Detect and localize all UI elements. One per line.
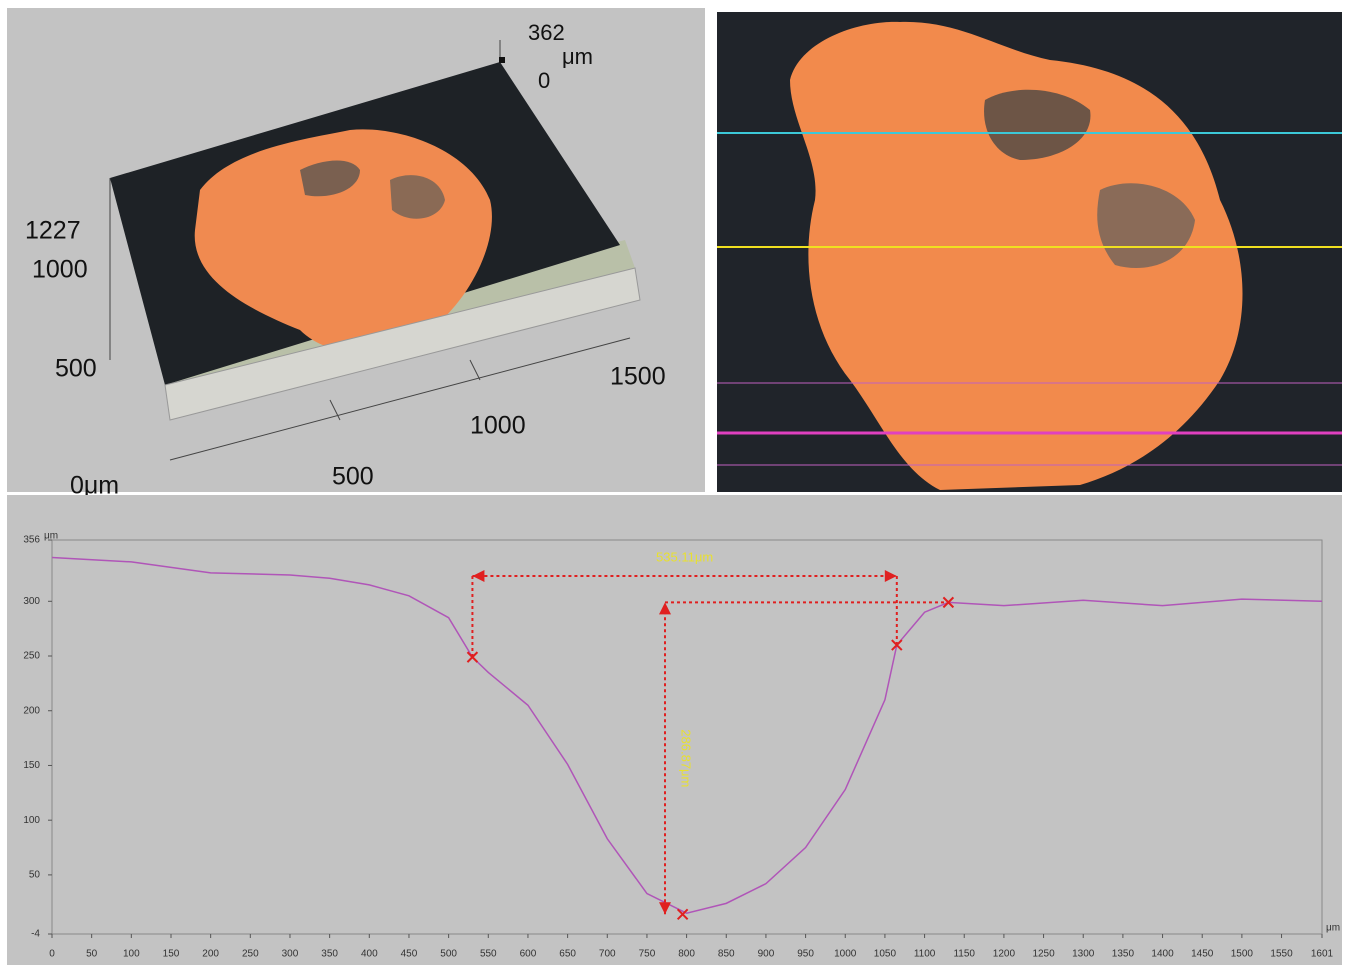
x-tick-label: 450 — [401, 949, 418, 960]
x-tick-label: 850 — [718, 949, 735, 960]
x-tick-label: 700 — [599, 949, 616, 960]
y-tick-label: 356 — [23, 535, 40, 546]
y-tick-label: 250 — [23, 651, 40, 662]
x-tick-label: 500 — [440, 949, 457, 960]
profile-panel — [7, 495, 1342, 965]
x-tick-label: 1100 — [914, 949, 936, 960]
x-tick-label: 1000 — [834, 949, 857, 960]
x-tick-label: 550 — [480, 949, 497, 960]
x-tick-label: 200 — [202, 949, 219, 960]
width-label: 535.11μm — [656, 549, 713, 564]
x-tick-label: 650 — [559, 949, 576, 960]
x-tick-label: 900 — [758, 949, 775, 960]
y-tick-label: 150 — [23, 760, 40, 771]
x-tick-label: 1550 — [1270, 949, 1293, 960]
x-label: 1000 — [470, 412, 526, 440]
x-label: 500 — [332, 463, 374, 491]
y-unit: μm — [44, 531, 58, 542]
x-tick-label: 50 — [86, 949, 98, 960]
x-tick-label: 1350 — [1112, 949, 1135, 960]
z-min: 0 — [538, 68, 550, 93]
x-tick-label: 300 — [282, 949, 299, 960]
depth-label: 286.87μm — [679, 729, 694, 787]
x-tick-label: 1300 — [1072, 949, 1095, 960]
x-tick-label: 1400 — [1151, 949, 1174, 960]
x-tick-label: 1500 — [1231, 949, 1254, 960]
x-tick-label: 1150 — [953, 949, 975, 960]
x-tick-label: 1450 — [1191, 949, 1214, 960]
y-label: 1227 — [25, 217, 81, 245]
y-tick-label: -4 — [31, 929, 40, 940]
x-tick-label: 100 — [123, 949, 140, 960]
y-tick-label: 200 — [23, 705, 40, 716]
x-tick-label: 0 — [49, 949, 55, 960]
x-tick-label: 1200 — [993, 949, 1016, 960]
x-unit: μm — [1326, 923, 1340, 934]
x-tick-label: 1250 — [1032, 949, 1055, 960]
x-tick-label: 1601 — [1311, 949, 1334, 960]
y-label: 1000 — [32, 256, 88, 284]
x-tick-label: 400 — [361, 949, 378, 960]
x-tick-label: 350 — [321, 949, 338, 960]
x-tick-label: 600 — [520, 949, 537, 960]
z-max: 362 — [528, 20, 565, 45]
y-tick-label: 300 — [23, 596, 40, 607]
y-tick-label: 50 — [29, 870, 41, 881]
screenshot: 362 μm 0 1227 1000 500 0 μm 500 1000 1500… — [0, 0, 1351, 967]
y-label: 500 — [55, 355, 97, 383]
axis-handle — [499, 57, 505, 63]
x-label: 1500 — [610, 363, 666, 391]
x-tick-label: 750 — [639, 949, 656, 960]
x-tick-label: 250 — [242, 949, 259, 960]
page: {"view_3d": {"z_max": "362", "z_unit": "… — [0, 0, 1351, 967]
y-tick-label: 100 — [23, 815, 40, 826]
x-tick-label: 150 — [163, 949, 180, 960]
z-unit: μm — [562, 44, 593, 69]
x-tick-label: 800 — [678, 949, 695, 960]
x-tick-label: 950 — [797, 949, 814, 960]
x-tick-label: 1050 — [874, 949, 897, 960]
